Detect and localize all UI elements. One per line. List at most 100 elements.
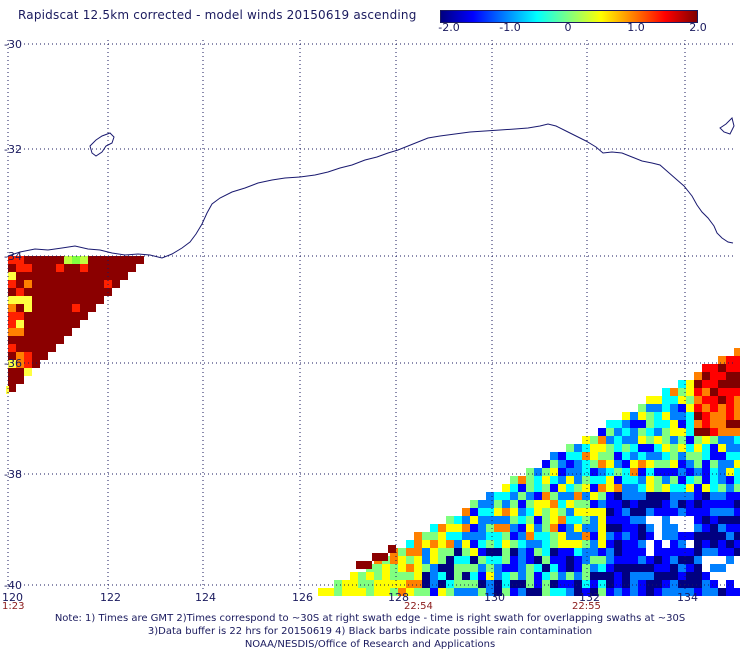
wind-diff-cell [734,516,740,524]
wind-diff-cell [694,532,702,540]
wind-diff-cell [662,588,670,596]
wind-diff-cell [726,412,734,420]
wind-diff-cell [718,460,726,468]
wind-diff-cell [702,476,710,484]
wind-diff-cell [662,580,670,588]
wind-diff-cell [494,548,502,556]
wind-diff-cell [446,572,454,580]
wind-diff-cell [88,288,96,296]
wind-diff-cell [734,428,740,436]
wind-diff-cell [526,468,534,476]
wind-diff-cell [550,500,558,508]
wind-diff-cell [470,500,478,508]
wind-diff-cell [662,396,670,404]
wind-diff-cell [654,484,662,492]
wind-diff-cell [72,272,80,280]
wind-diff-cell [550,540,558,548]
wind-diff-cell [422,532,430,540]
wind-diff-cell [502,548,510,556]
wind-diff-cell [478,572,486,580]
wind-diff-cell [32,280,40,288]
wind-diff-cell [526,484,534,492]
wind-diff-cell [446,516,454,524]
wind-diff-cell [558,588,566,596]
wind-diff-cell [56,296,64,304]
wind-diff-cell [574,564,582,572]
wind-diff-cell [382,588,390,596]
wind-diff-cell [734,588,740,596]
wind-diff-cell [366,580,374,588]
longitude-label: 134 [677,591,698,604]
wind-diff-cell [686,588,694,596]
wind-diff-cell [502,532,510,540]
wind-diff-cell [614,500,622,508]
wind-diff-cell [718,540,726,548]
wind-diff-cell [734,388,740,396]
wind-diff-cell [470,548,478,556]
wind-diff-cell [430,524,438,532]
wind-diff-cell [678,588,686,596]
wind-diff-cell [718,396,726,404]
wind-diff-cell [622,444,630,452]
wind-diff-cell [470,532,478,540]
wind-diff-cell [638,468,646,476]
wind-diff-cell [526,532,534,540]
wind-diff-cell [510,484,518,492]
wind-diff-cell [48,344,56,352]
wind-diff-cell [622,468,630,476]
wind-diff-cell [136,256,144,264]
wind-diff-cell [638,580,646,588]
wind-diff-cell [454,580,462,588]
wind-diff-cell [80,312,88,320]
wind-diff-cell [718,444,726,452]
wind-diff-cell [16,368,24,376]
wind-diff-cell [510,492,518,500]
wind-diff-cell [566,476,574,484]
wind-diff-cell [40,296,48,304]
wind-diff-cell [16,312,24,320]
wind-diff-cell [56,328,64,336]
wind-diff-cell [630,588,638,596]
wind-diff-cell [590,452,598,460]
wind-diff-cell [422,564,430,572]
wind-diff-cell [718,468,726,476]
wind-diff-cell [16,304,24,312]
wind-diff-cell [80,264,88,272]
wind-diff-cell [710,388,718,396]
wind-diff-cell [694,460,702,468]
wind-diff-cell [88,272,96,280]
wind-diff-cell [40,312,48,320]
wind-diff-cell [614,452,622,460]
wind-diff-cell [388,545,396,553]
wind-diff-cell [718,588,726,596]
wind-diff-cell [550,452,558,460]
wind-diff-cell [446,540,454,548]
wind-diff-cell [694,476,702,484]
wind-diff-cell [542,468,550,476]
wind-diff-cell [414,540,422,548]
wind-diff-cell [550,516,558,524]
wind-diff-cell [678,468,686,476]
wind-diff-cell [694,444,702,452]
wind-diff-cell [582,460,590,468]
wind-diff-cell [694,492,702,500]
wind-diff-cell [622,556,630,564]
wind-diff-cell [606,580,614,588]
wind-diff-cell [654,508,662,516]
wind-diff-cell [16,360,24,368]
map-title: Rapidscat 12.5km corrected - model winds… [18,8,417,22]
wind-diff-cell [550,492,558,500]
wind-diff-cell [470,564,478,572]
wind-diff-cell [670,588,678,596]
wind-diff-cell [582,476,590,484]
wind-diff-cell [710,404,718,412]
wind-diff-cell [566,532,574,540]
wind-diff-cell [382,580,390,588]
wind-diff-cell [72,280,80,288]
wind-diff-cell [518,492,526,500]
wind-diff-cell [606,548,614,556]
wind-diff-cell [40,288,48,296]
wind-diff-cell [718,420,726,428]
wind-diff-cell [670,404,678,412]
wind-diff-cell [598,580,606,588]
